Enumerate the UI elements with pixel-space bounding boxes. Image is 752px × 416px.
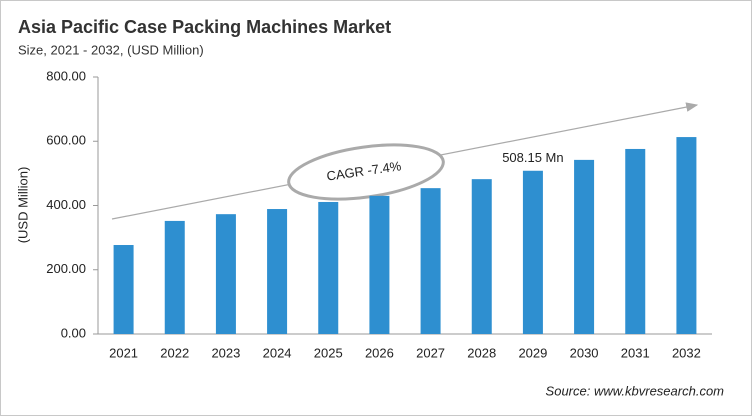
y-tick-label: 200.00 bbox=[46, 261, 86, 276]
bar bbox=[676, 137, 697, 334]
bar bbox=[164, 220, 185, 334]
bar bbox=[318, 201, 339, 334]
bar bbox=[471, 179, 492, 334]
chart-title: Asia Pacific Case Packing Machines Marke… bbox=[18, 17, 391, 37]
x-tick-label: 2022 bbox=[160, 345, 189, 360]
y-axis-label: (USD Million) bbox=[15, 167, 30, 244]
y-tick-label: 400.00 bbox=[46, 197, 86, 212]
x-tick-label: 2032 bbox=[672, 345, 701, 360]
value-label: 508.15 Mn bbox=[502, 150, 563, 165]
bar bbox=[420, 188, 441, 334]
x-tick-label: 2024 bbox=[263, 345, 292, 360]
y-tick-label: 0.00 bbox=[61, 325, 86, 340]
bar bbox=[267, 209, 288, 334]
y-tick-label: 800.00 bbox=[46, 68, 86, 83]
x-tick-label: 2027 bbox=[416, 345, 445, 360]
x-tick-label: 2025 bbox=[314, 345, 343, 360]
x-tick-label: 2030 bbox=[570, 345, 599, 360]
x-tick-label: 2031 bbox=[621, 345, 650, 360]
bar bbox=[625, 148, 646, 334]
y-tick-label: 600.00 bbox=[46, 133, 86, 148]
bar bbox=[215, 214, 236, 334]
x-tick-label: 2028 bbox=[467, 345, 496, 360]
chart-subtitle: Size, 2021 - 2032, (USD Million) bbox=[18, 42, 204, 57]
x-tick-label: 2026 bbox=[365, 345, 394, 360]
bar bbox=[574, 159, 595, 334]
bar bbox=[369, 195, 390, 334]
source: Source: www.kbvresearch.com bbox=[546, 383, 725, 398]
x-tick-label: 2023 bbox=[211, 345, 240, 360]
x-tick-label: 2021 bbox=[109, 345, 138, 360]
bar bbox=[113, 245, 134, 334]
bar bbox=[522, 170, 543, 334]
x-tick-label: 2029 bbox=[518, 345, 547, 360]
